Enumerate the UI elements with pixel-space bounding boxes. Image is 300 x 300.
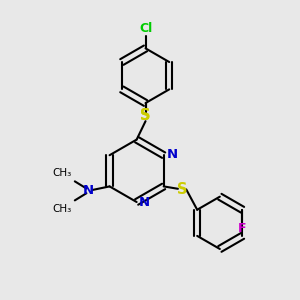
Text: S: S <box>140 108 151 123</box>
Text: CH₃: CH₃ <box>52 204 71 214</box>
Text: CH₃: CH₃ <box>52 168 71 178</box>
Text: N: N <box>83 184 94 197</box>
Text: S: S <box>140 108 151 123</box>
Text: F: F <box>238 222 247 235</box>
Text: S: S <box>177 182 187 197</box>
Text: Cl: Cl <box>139 22 152 35</box>
Text: N: N <box>167 148 178 161</box>
Text: N: N <box>139 196 150 208</box>
